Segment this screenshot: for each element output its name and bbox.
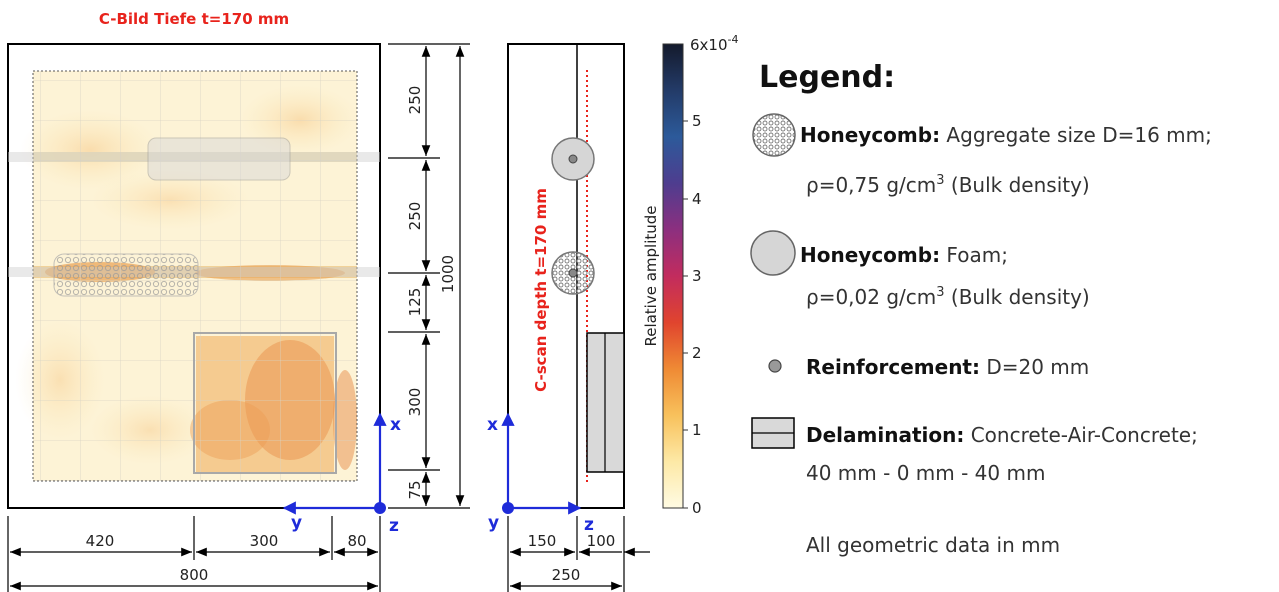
legend-item-honeycomb-foam: Honeycomb: Foam; ρ=0,02 g/cm3 (Bulk dens… xyxy=(750,230,1090,309)
colorbar-tick-1: 1 xyxy=(692,421,702,439)
axis-label-z: z xyxy=(389,516,399,536)
front-axes xyxy=(282,412,387,515)
side-dimensions xyxy=(507,516,650,592)
legend-item-reinforcement: Reinforcement: D=20 mm xyxy=(768,355,1089,379)
origin-dot xyxy=(374,502,386,514)
dim-250-mid: 250 xyxy=(406,202,424,231)
horizontal-dimensions xyxy=(7,516,381,592)
colorbar-max-label: 6x10-4 xyxy=(690,33,738,54)
legend-item-2-line2: ρ=0,02 g/cm3 (Bulk density) xyxy=(806,285,1090,309)
reinforcement-icon xyxy=(768,359,782,373)
legend-title: Legend: xyxy=(759,60,895,95)
side-axis-label-x: x xyxy=(487,415,498,435)
dim-125: 125 xyxy=(406,288,424,317)
honeycomb-foam-icon xyxy=(750,230,796,276)
dim-250-side: 250 xyxy=(552,566,581,584)
legend-note: All geometric data in mm xyxy=(806,533,1060,557)
dim-420: 420 xyxy=(86,532,115,550)
scan-depth-label: C-scan depth t=170 mm xyxy=(532,188,550,392)
vertical-dimensions xyxy=(388,43,470,509)
side-axes xyxy=(501,412,582,515)
colorbar-tick-4: 4 xyxy=(692,190,702,208)
colorbar-gradient xyxy=(662,43,684,509)
legend-item-delamination: Delamination: Concrete-Air-Concrete; 40 … xyxy=(751,417,1198,485)
dim-100: 100 xyxy=(587,532,616,550)
side-axis-label-y: y xyxy=(488,513,499,533)
dim-800: 800 xyxy=(180,566,209,584)
legend-item-3-line1: Reinforcement: D=20 mm xyxy=(806,355,1089,379)
dim-300-vertical: 300 xyxy=(406,388,424,417)
delamination-region xyxy=(193,332,337,474)
colorbar-label: Relative amplitude xyxy=(642,205,660,346)
dim-250-top: 250 xyxy=(406,86,424,115)
side-axis-label-z: z xyxy=(584,515,594,535)
colorbar: 6x10-4 5 4 3 2 1 0 Relative amplitude xyxy=(642,33,738,517)
side-origin-dot xyxy=(502,502,514,514)
side-view: C-scan depth t=170 mm 150 100 250 x y xyxy=(487,43,650,592)
side-rebar-lower xyxy=(568,268,578,278)
dim-75: 75 xyxy=(406,480,424,499)
dim-80: 80 xyxy=(347,532,366,550)
legend-item-4-line2: 40 mm - 0 mm - 40 mm xyxy=(806,461,1045,485)
legend-item-2-line1: Honeycomb: Foam; xyxy=(800,243,1008,267)
delamination-icon xyxy=(751,417,795,449)
colorbar-tick-0: 0 xyxy=(692,499,702,517)
honeycomb-aggregate-region xyxy=(53,253,199,297)
axis-label-y: y xyxy=(291,513,302,533)
colorbar-tick-5: 5 xyxy=(692,112,702,130)
colorbar-ticks xyxy=(683,120,688,509)
dim-1000: 1000 xyxy=(439,255,457,293)
side-rebar-upper xyxy=(568,154,578,164)
colorbar-tick-2: 2 xyxy=(692,344,702,362)
dim-150: 150 xyxy=(528,532,557,550)
honeycomb-aggregate-icon xyxy=(752,113,796,157)
dim-300-horizontal: 300 xyxy=(250,532,279,550)
honeycomb-foam-region xyxy=(147,137,291,181)
legend: Legend: Honeycomb: Aggregate size D=16 m… xyxy=(750,60,1212,557)
axis-label-x: x xyxy=(390,415,401,435)
side-delamination xyxy=(586,332,625,473)
legend-item-1-line1: Honeycomb: Aggregate size D=16 mm; xyxy=(800,123,1212,147)
legend-item-1-line2: ρ=0,75 g/cm3 (Bulk density) xyxy=(806,173,1090,197)
colorbar-tick-3: 3 xyxy=(692,267,702,285)
legend-item-honeycomb-aggregate: Honeycomb: Aggregate size D=16 mm; ρ=0,7… xyxy=(752,113,1212,197)
scan-title: C-Bild Tiefe t=170 mm xyxy=(99,10,289,28)
front-view: C-Bild Tiefe t=170 mm xyxy=(7,10,470,592)
legend-item-4-line1: Delamination: Concrete-Air-Concrete; xyxy=(806,423,1198,447)
